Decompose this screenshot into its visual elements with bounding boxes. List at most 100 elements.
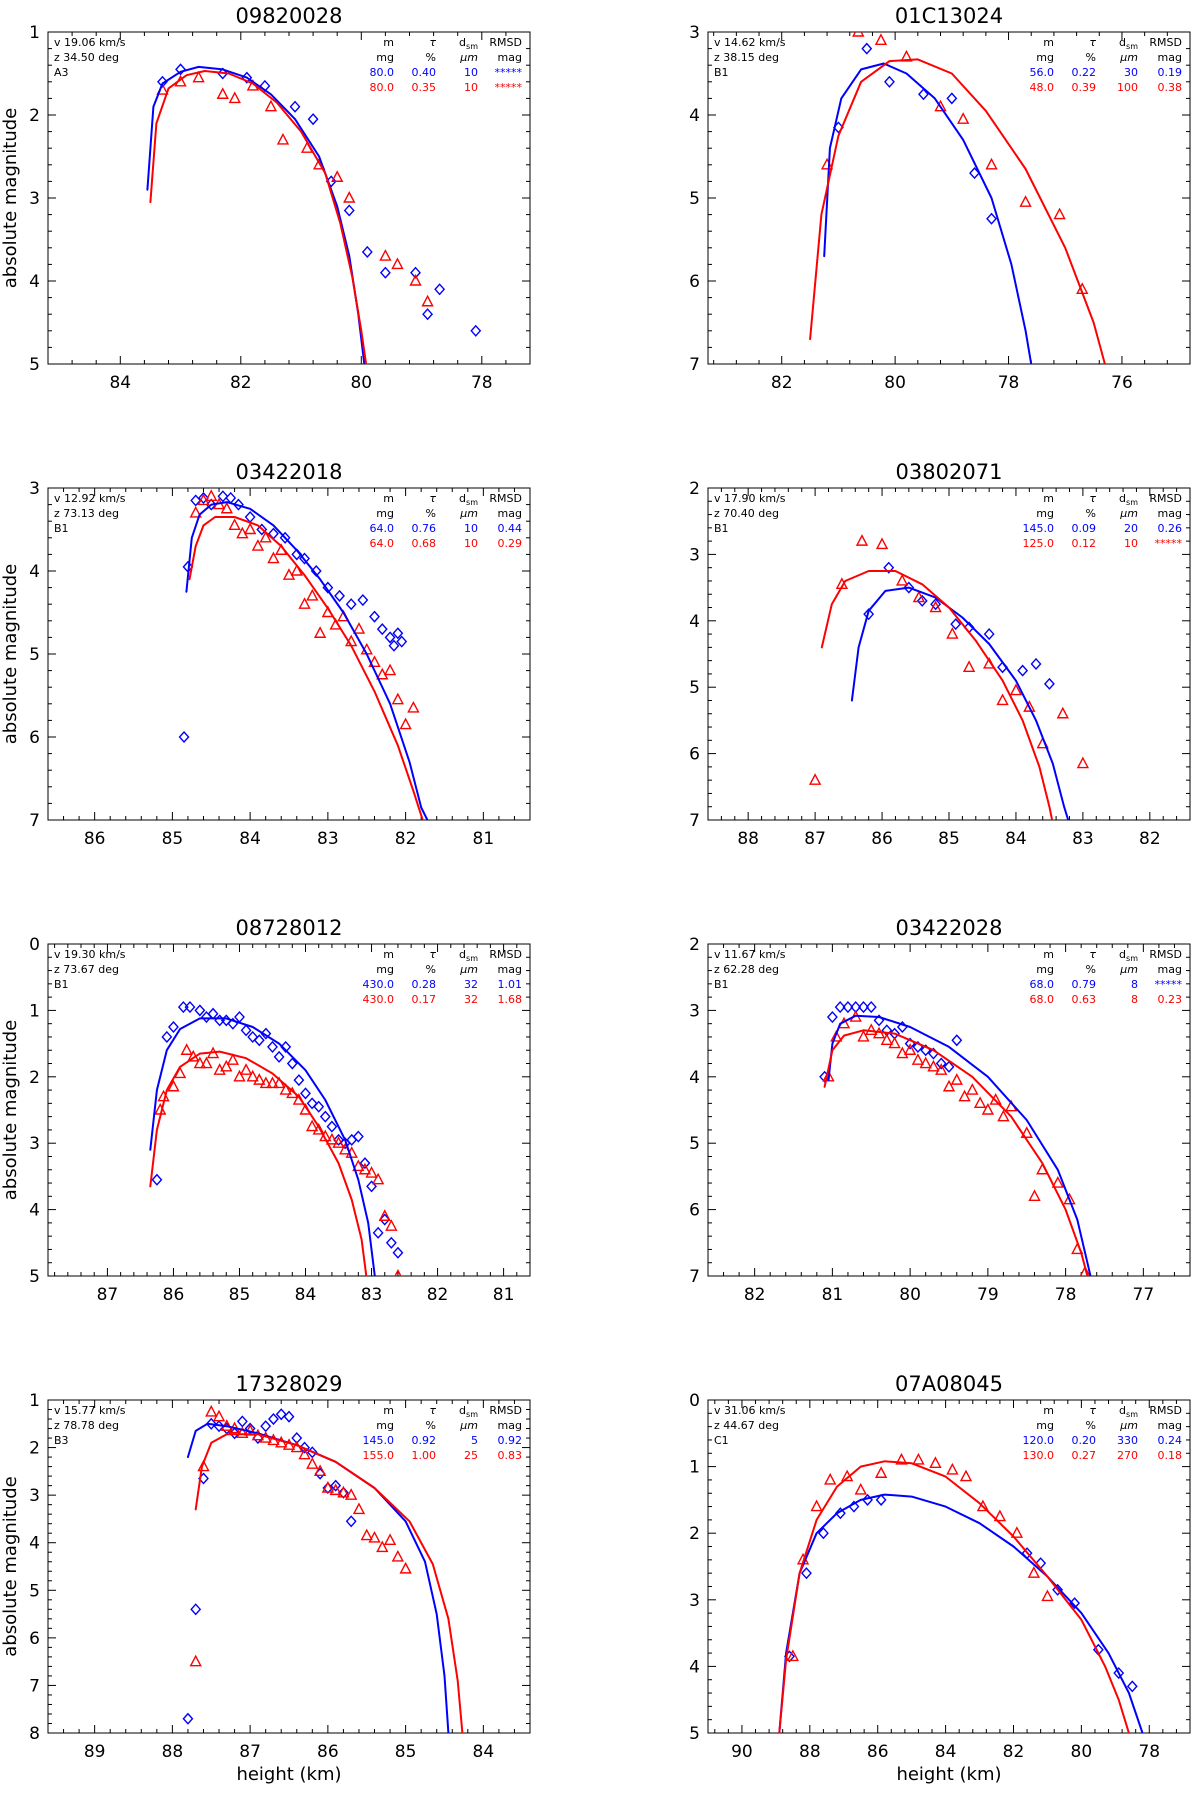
meteor-info-line: v 11.67 km/s xyxy=(714,948,786,961)
red-model-curve xyxy=(809,58,1106,364)
blue-diamond-point xyxy=(1030,657,1042,671)
blue-diamond-point xyxy=(916,594,928,607)
blue-fit-mass: 64.0 xyxy=(370,522,395,535)
x-tick-label: 84 xyxy=(109,373,131,393)
param-header-d: dsm xyxy=(459,492,478,507)
x-tick-label: 86 xyxy=(163,1285,185,1305)
red-fit-diameter: 8 xyxy=(1131,993,1138,1006)
param-header-m: m xyxy=(383,948,394,961)
blue-diamond-point xyxy=(388,639,400,652)
red-triangle-point xyxy=(950,1073,963,1085)
red-triangle-point xyxy=(929,600,942,613)
blue-diamond-point xyxy=(268,1412,279,1426)
param-unit-um: μm xyxy=(459,51,478,64)
x-tick-label: 76 xyxy=(1111,373,1133,393)
red-triangle-point xyxy=(959,1469,973,1482)
blue-diamond-point xyxy=(300,1087,311,1100)
red-model-curve xyxy=(194,1433,464,1733)
y-tick-label: 4 xyxy=(29,272,40,292)
blue-diamond-point xyxy=(366,1180,377,1193)
blue-diamond-point xyxy=(434,283,446,296)
blue-diamond-point xyxy=(834,1001,846,1014)
plot-frame xyxy=(47,943,531,1277)
y-tick-label: 6 xyxy=(689,272,700,292)
y-tick-label: 2 xyxy=(29,106,40,126)
meteor-info-line: A3 xyxy=(54,66,69,79)
red-triangle-point xyxy=(259,1076,273,1089)
red-triangle-point xyxy=(298,1447,311,1460)
red-triangle-point xyxy=(228,91,241,104)
meteor-info-line: v 19.06 km/s xyxy=(54,36,126,49)
blue-fit-diameter: 10 xyxy=(464,66,478,79)
blue-diamond-point xyxy=(334,589,345,602)
param-header-rmsd: RMSD xyxy=(489,36,522,49)
y-tick-label: 7 xyxy=(689,811,700,831)
blue-diamond-point xyxy=(333,1133,344,1146)
meteor-info-line: z 44.67 deg xyxy=(714,1419,779,1432)
y-tick-label: 6 xyxy=(29,1629,40,1649)
meteor-info-line: B1 xyxy=(54,978,69,991)
x-tick-label: 82 xyxy=(771,373,793,393)
red-triangle-point xyxy=(379,249,392,261)
blue-diamond-point xyxy=(279,531,291,544)
blue-diamond-point xyxy=(289,100,301,113)
x-tick-label: 83 xyxy=(361,1285,383,1305)
red-triangle-point xyxy=(267,551,280,564)
red-triangle-point xyxy=(329,1483,342,1496)
red-triangle-point xyxy=(394,1268,402,1276)
red-triangle-point xyxy=(192,70,205,83)
blue-diamond-point xyxy=(280,1040,292,1053)
red-triangle-point xyxy=(855,534,869,546)
blue-fit-tau: 0.09 xyxy=(1072,522,1097,535)
blue-diamond-point xyxy=(314,1467,326,1480)
red-triangle-point xyxy=(332,1136,345,1148)
red-fit-mass: 68.0 xyxy=(1030,993,1055,1006)
red-triangle-point xyxy=(1076,756,1090,769)
y-tick-label: 3 xyxy=(29,1134,40,1154)
y-tick-label: 4 xyxy=(29,1201,40,1221)
red-triangle-point xyxy=(205,1404,218,1417)
blue-diamond-point xyxy=(875,1493,887,1506)
meteor-info-line: v 31.06 km/s xyxy=(714,1404,786,1417)
blue-model-curve xyxy=(149,1017,376,1276)
red-triangle-point xyxy=(1020,1126,1033,1138)
plot-frame xyxy=(47,31,531,365)
blue-fit-diameter: 5 xyxy=(471,1434,478,1447)
red-triangle-point xyxy=(1028,1189,1041,1202)
blue-diamond-point xyxy=(330,1479,342,1492)
param-header-d: dsm xyxy=(459,1404,478,1419)
blue-diamond-point xyxy=(903,581,915,594)
x-tick-label: 85 xyxy=(162,829,184,849)
red-triangle-point xyxy=(880,1033,893,1045)
x-tick-label: 84 xyxy=(1005,829,1027,849)
param-header-d: dsm xyxy=(1119,948,1138,963)
chart-title: 08728012 xyxy=(236,916,343,940)
meteor-info-line: v 17.90 km/s xyxy=(714,492,786,505)
blue-diamond-point xyxy=(205,1417,217,1430)
param-unit-pct: % xyxy=(1086,1419,1096,1432)
param-unit-um: μm xyxy=(459,963,478,976)
blue-model-curve xyxy=(827,1014,1092,1276)
blue-fit-diameter: 20 xyxy=(1124,522,1138,535)
red-triangle-point xyxy=(167,1079,180,1092)
red-triangle-point xyxy=(385,1219,398,1231)
red-fit-tau: 0.27 xyxy=(1072,1449,1097,1462)
blue-diamond-point xyxy=(260,1420,272,1433)
red-triangle-point xyxy=(239,1063,253,1075)
red-triangle-point xyxy=(193,1056,207,1069)
blue-diamond-point xyxy=(357,594,369,607)
red-triangle-point xyxy=(895,1452,908,1465)
red-fit-tau: 0.39 xyxy=(1072,81,1097,94)
param-header-rmsd: RMSD xyxy=(489,1404,522,1417)
red-triangle-point xyxy=(935,1063,948,1075)
red-model-curve xyxy=(778,1460,1130,1733)
blue-diamond-point xyxy=(229,1427,241,1440)
y-tick-label: 0 xyxy=(689,1391,700,1411)
blue-diamond-point xyxy=(930,598,942,611)
y-tick-label: 5 xyxy=(689,678,700,698)
blue-model-curve xyxy=(146,65,366,364)
blue-fit-mass: 68.0 xyxy=(1030,978,1055,991)
x-tick-label: 80 xyxy=(884,373,906,393)
red-triangle-point xyxy=(875,537,889,550)
